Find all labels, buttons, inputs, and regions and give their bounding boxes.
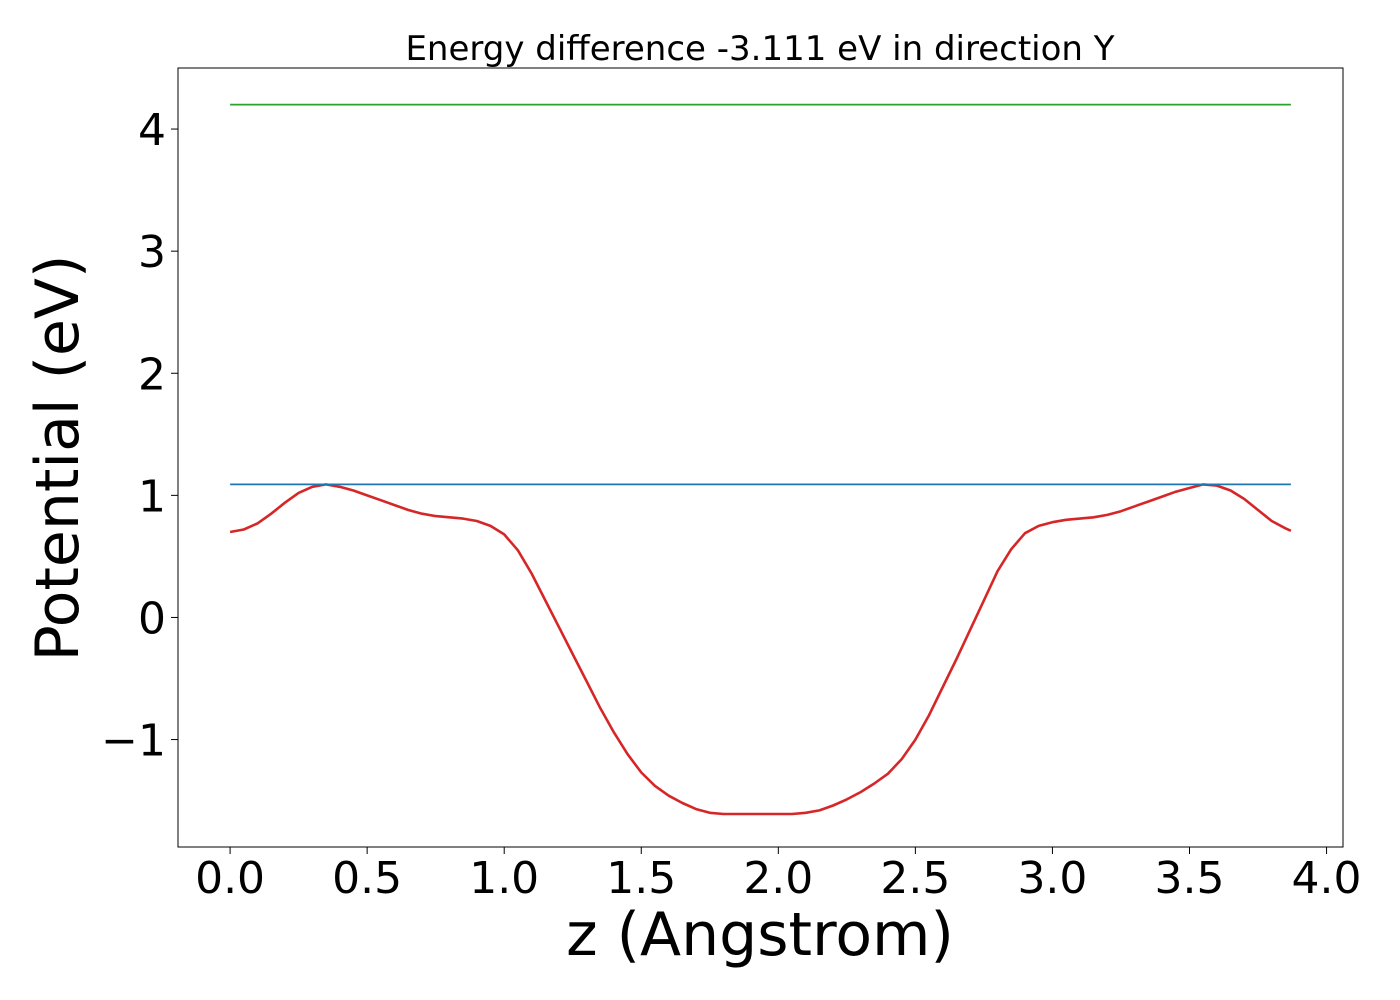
y-tick-label-2: 1: [138, 471, 166, 522]
x-tick-label-0: 0.0: [195, 853, 265, 904]
x-tick-label-2: 1.0: [469, 853, 539, 904]
x-tick-label-5: 2.5: [880, 853, 950, 904]
x-tick-label-7: 3.5: [1155, 853, 1225, 904]
x-axis-label: z (Angstrom): [566, 900, 954, 970]
axes-layer: [177, 67, 1344, 848]
series-line-0: [229, 483, 1292, 816]
x-tick-label-4: 2.0: [743, 853, 813, 904]
x-tick-label-3: 1.5: [606, 853, 676, 904]
x-tick-label-1: 0.5: [332, 853, 402, 904]
ticks-layer: 0.0 0.5 1.0 1.5 2.0 2.5 3.0 3.5 4.0 −1 0 1 2 3 4: [101, 105, 1361, 904]
series-layer: [229, 103, 1292, 816]
x-tick-label-8: 4.0: [1292, 853, 1362, 904]
y-tick-label-0: −1: [101, 716, 166, 767]
y-tick-label-4: 3: [138, 227, 166, 278]
chart-title: Energy difference -3.111 eV in direction…: [405, 29, 1114, 69]
axes-frame: [177, 67, 1344, 848]
x-tick-label-6: 3.0: [1017, 853, 1087, 904]
y-tick-label-3: 2: [138, 349, 166, 400]
y-tick-label-5: 4: [138, 105, 166, 156]
y-tick-label-1: 0: [138, 593, 166, 644]
y-axis-label: Potential (eV): [23, 255, 93, 662]
